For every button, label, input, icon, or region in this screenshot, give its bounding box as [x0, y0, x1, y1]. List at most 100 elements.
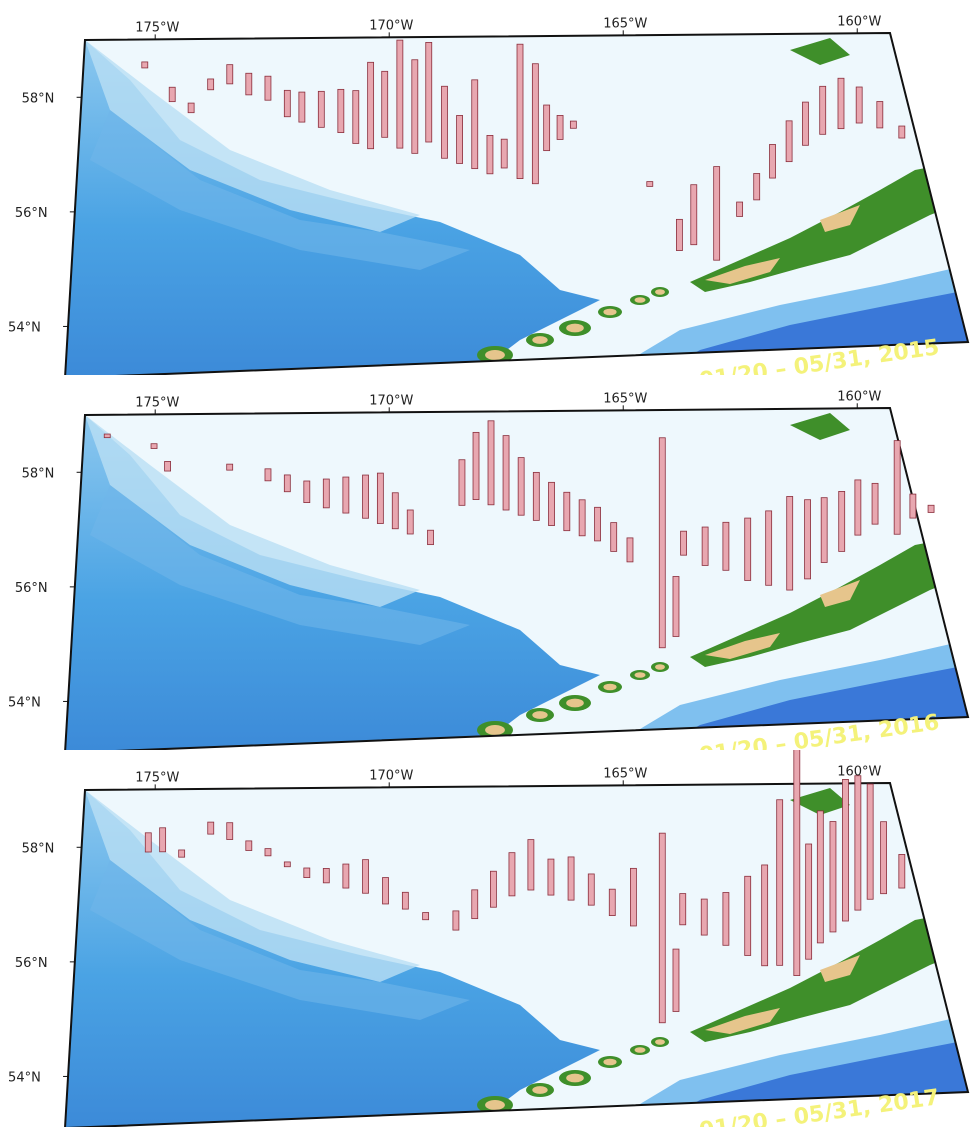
observation-bar	[422, 912, 430, 921]
observation-bar	[226, 463, 234, 471]
observation-bar	[854, 479, 862, 536]
observation-bar	[178, 849, 186, 858]
observation-bar	[532, 471, 540, 521]
observation-bar	[264, 75, 272, 101]
lon-label: 165°W	[603, 766, 647, 781]
observation-bar	[816, 810, 824, 944]
observation-bar	[303, 867, 311, 878]
observation-bar	[502, 435, 510, 511]
observation-bar	[411, 59, 419, 154]
observation-bar	[594, 506, 601, 542]
observation-bar	[456, 115, 463, 164]
observation-bar	[516, 43, 524, 179]
observation-bar	[362, 474, 369, 519]
observation-bar	[722, 892, 730, 946]
observation-bar	[736, 201, 744, 217]
bars-group	[141, 39, 906, 261]
observation-bar	[283, 474, 291, 493]
observation-bar	[569, 120, 577, 129]
observation-bar	[587, 873, 595, 906]
observation-bar	[486, 135, 494, 175]
observation-bar	[487, 420, 495, 506]
observation-bar	[322, 478, 330, 509]
observation-bar	[610, 522, 618, 552]
observation-bar	[690, 184, 698, 246]
mainland-alaska	[790, 38, 850, 65]
observation-bar	[543, 104, 551, 152]
map-frame	[64, 781, 970, 1127]
observation-bar	[578, 499, 586, 537]
map-frame	[64, 31, 970, 375]
observation-bar	[871, 482, 879, 525]
map-area	[65, 408, 968, 750]
observation-bar	[802, 101, 809, 146]
observation-bar	[909, 493, 917, 519]
lat-label: 54°N	[8, 695, 41, 710]
observation-bar	[769, 144, 776, 179]
observation-bar	[317, 90, 325, 128]
map-area	[65, 33, 968, 375]
observation-bar	[342, 863, 350, 889]
observation-bar	[150, 443, 158, 449]
observation-bar	[527, 839, 535, 891]
observation-bar	[761, 864, 769, 967]
observation-bar	[283, 861, 291, 868]
observation-bar	[471, 79, 479, 170]
lon-label: 165°W	[603, 16, 647, 31]
observation-bar	[785, 120, 793, 163]
observation-bar	[391, 492, 399, 530]
lon-label: 160°W	[837, 14, 881, 29]
observation-bar	[556, 115, 564, 140]
observation-bar	[471, 889, 479, 920]
observation-bar	[829, 821, 837, 933]
mainland-alaska	[790, 788, 850, 815]
observation-bar	[159, 827, 167, 853]
map-frame	[64, 406, 970, 750]
lon-label: 175°W	[135, 770, 179, 785]
observation-bar	[680, 530, 687, 556]
lat-label: 54°N	[8, 320, 41, 335]
observation-bar	[322, 868, 330, 884]
observation-bar	[472, 431, 480, 500]
observation-bar	[362, 859, 369, 894]
mainland-alaska	[790, 413, 850, 440]
map-area	[65, 783, 968, 1127]
lon-label: 160°W	[837, 389, 881, 404]
observation-bar	[838, 491, 846, 552]
map-svg-2015: 175°W 170°W 165°W 160°W58°N56°N54°N01/20 – …	[8, 14, 970, 375]
observation-bar	[744, 517, 752, 581]
observation-bar	[630, 867, 637, 927]
map-panel-2016: 175°W 170°W 165°W 160°W 58°N 56°N 54°N 01/20 – …	[0, 375, 970, 750]
observation-bar	[658, 437, 666, 649]
observation-bar	[396, 39, 404, 149]
observation-bar	[866, 783, 874, 900]
observation-bar	[793, 750, 801, 976]
observation-bar	[700, 898, 708, 936]
observation-bar	[855, 86, 863, 124]
observation-bar	[927, 504, 935, 513]
observation-bar	[500, 138, 508, 169]
observation-bar	[283, 89, 291, 118]
observation-bar	[401, 891, 409, 910]
observation-bar	[701, 526, 709, 566]
observation-bar	[367, 61, 375, 150]
observation-bar	[264, 468, 272, 482]
observation-bar	[679, 893, 687, 926]
lat-label: 56°N	[15, 206, 48, 221]
observation-bar	[425, 42, 433, 143]
observation-bar	[141, 61, 149, 69]
observation-bar	[381, 70, 389, 138]
observation-bar	[646, 181, 654, 187]
observation-bar	[441, 85, 448, 159]
observation-bar	[672, 948, 680, 1012]
lat-label: 58°N	[22, 841, 55, 856]
lon-label: 160°W	[837, 764, 881, 779]
map-panel-2015: 175°W 170°W 165°W 160°W 58°N 56°N 54°N 01/20 – …	[0, 0, 970, 375]
map-svg-2016: 175°W 170°W 165°W 160°W58°N56°N54°N01/20 – …	[8, 389, 970, 750]
observation-bar	[168, 86, 176, 103]
observation-bar	[753, 173, 761, 201]
observation-bar	[376, 472, 384, 524]
lon-label: 170°W	[369, 18, 413, 33]
lat-label: 58°N	[22, 466, 55, 481]
observation-bar	[298, 91, 306, 123]
